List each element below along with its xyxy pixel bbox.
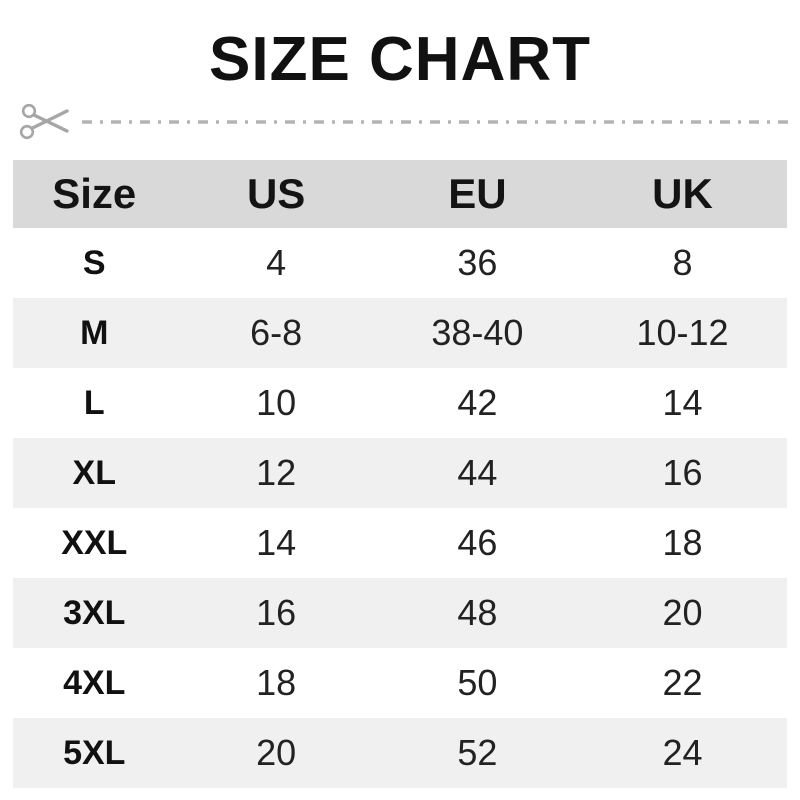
- table-row-3xl: 3XL 16 48 20: [13, 578, 787, 648]
- eu-value: 38-40: [431, 312, 524, 353]
- eu-value: 46: [457, 522, 498, 563]
- size-label: M: [80, 313, 109, 352]
- uk-value: 8: [672, 242, 693, 283]
- header-cell-eu: EU: [376, 160, 578, 228]
- us-value: 20: [256, 732, 297, 773]
- eu-value: 50: [457, 662, 498, 703]
- size-label: 4XL: [63, 663, 126, 702]
- us-value: 12: [256, 452, 297, 493]
- uk-value: 18: [662, 522, 703, 563]
- table-row-4xl: 4XL 18 50 22: [13, 648, 787, 718]
- us-value: 6-8: [250, 312, 303, 353]
- size-label: S: [82, 243, 106, 282]
- eu-value: 36: [457, 242, 498, 283]
- header-cell-size: Size: [13, 160, 176, 228]
- uk-value: 22: [662, 662, 703, 703]
- size-label: XL: [72, 453, 116, 492]
- eu-value: 48: [457, 592, 498, 633]
- header-cell-us: US: [175, 160, 377, 228]
- table-row-xxl: XXL 14 46 18: [13, 508, 787, 578]
- eu-value: 42: [457, 382, 498, 423]
- page-title: SIZE CHART: [209, 25, 591, 94]
- size-label: 5XL: [63, 733, 126, 772]
- eu-value: 44: [457, 452, 498, 493]
- uk-value: 24: [662, 732, 703, 773]
- us-value: 16: [256, 592, 297, 633]
- header-cell-uk: UK: [578, 160, 787, 228]
- size-label: 3XL: [63, 593, 126, 632]
- eu-value: 52: [457, 732, 498, 773]
- table-row-xl: XL 12 44 16: [13, 438, 787, 508]
- cut-line: [16, 100, 800, 144]
- uk-value: 14: [662, 382, 703, 423]
- us-value: 18: [256, 662, 297, 703]
- uk-value: 10-12: [636, 312, 729, 353]
- uk-value: 20: [662, 592, 703, 633]
- table-row-5xl: 5XL 20 52 24: [13, 718, 787, 788]
- table-row-s: S 4 36 8: [13, 228, 787, 298]
- us-value: 14: [256, 522, 297, 563]
- table-row-m: M 6-8 38-40 10-12: [13, 298, 787, 368]
- uk-value: 16: [662, 452, 703, 493]
- us-value: 10: [256, 382, 297, 423]
- size-chart-table: Size US EU UK S 4 36 8 M 6-8 38-40 10-12…: [13, 160, 787, 788]
- size-label: L: [83, 383, 105, 422]
- size-label: XXL: [61, 523, 128, 562]
- table-row-l: L 10 42 14: [13, 368, 787, 438]
- scissors-icon: [19, 103, 69, 140]
- us-value: 4: [266, 242, 287, 283]
- table-header-row: Size US EU UK: [13, 160, 787, 228]
